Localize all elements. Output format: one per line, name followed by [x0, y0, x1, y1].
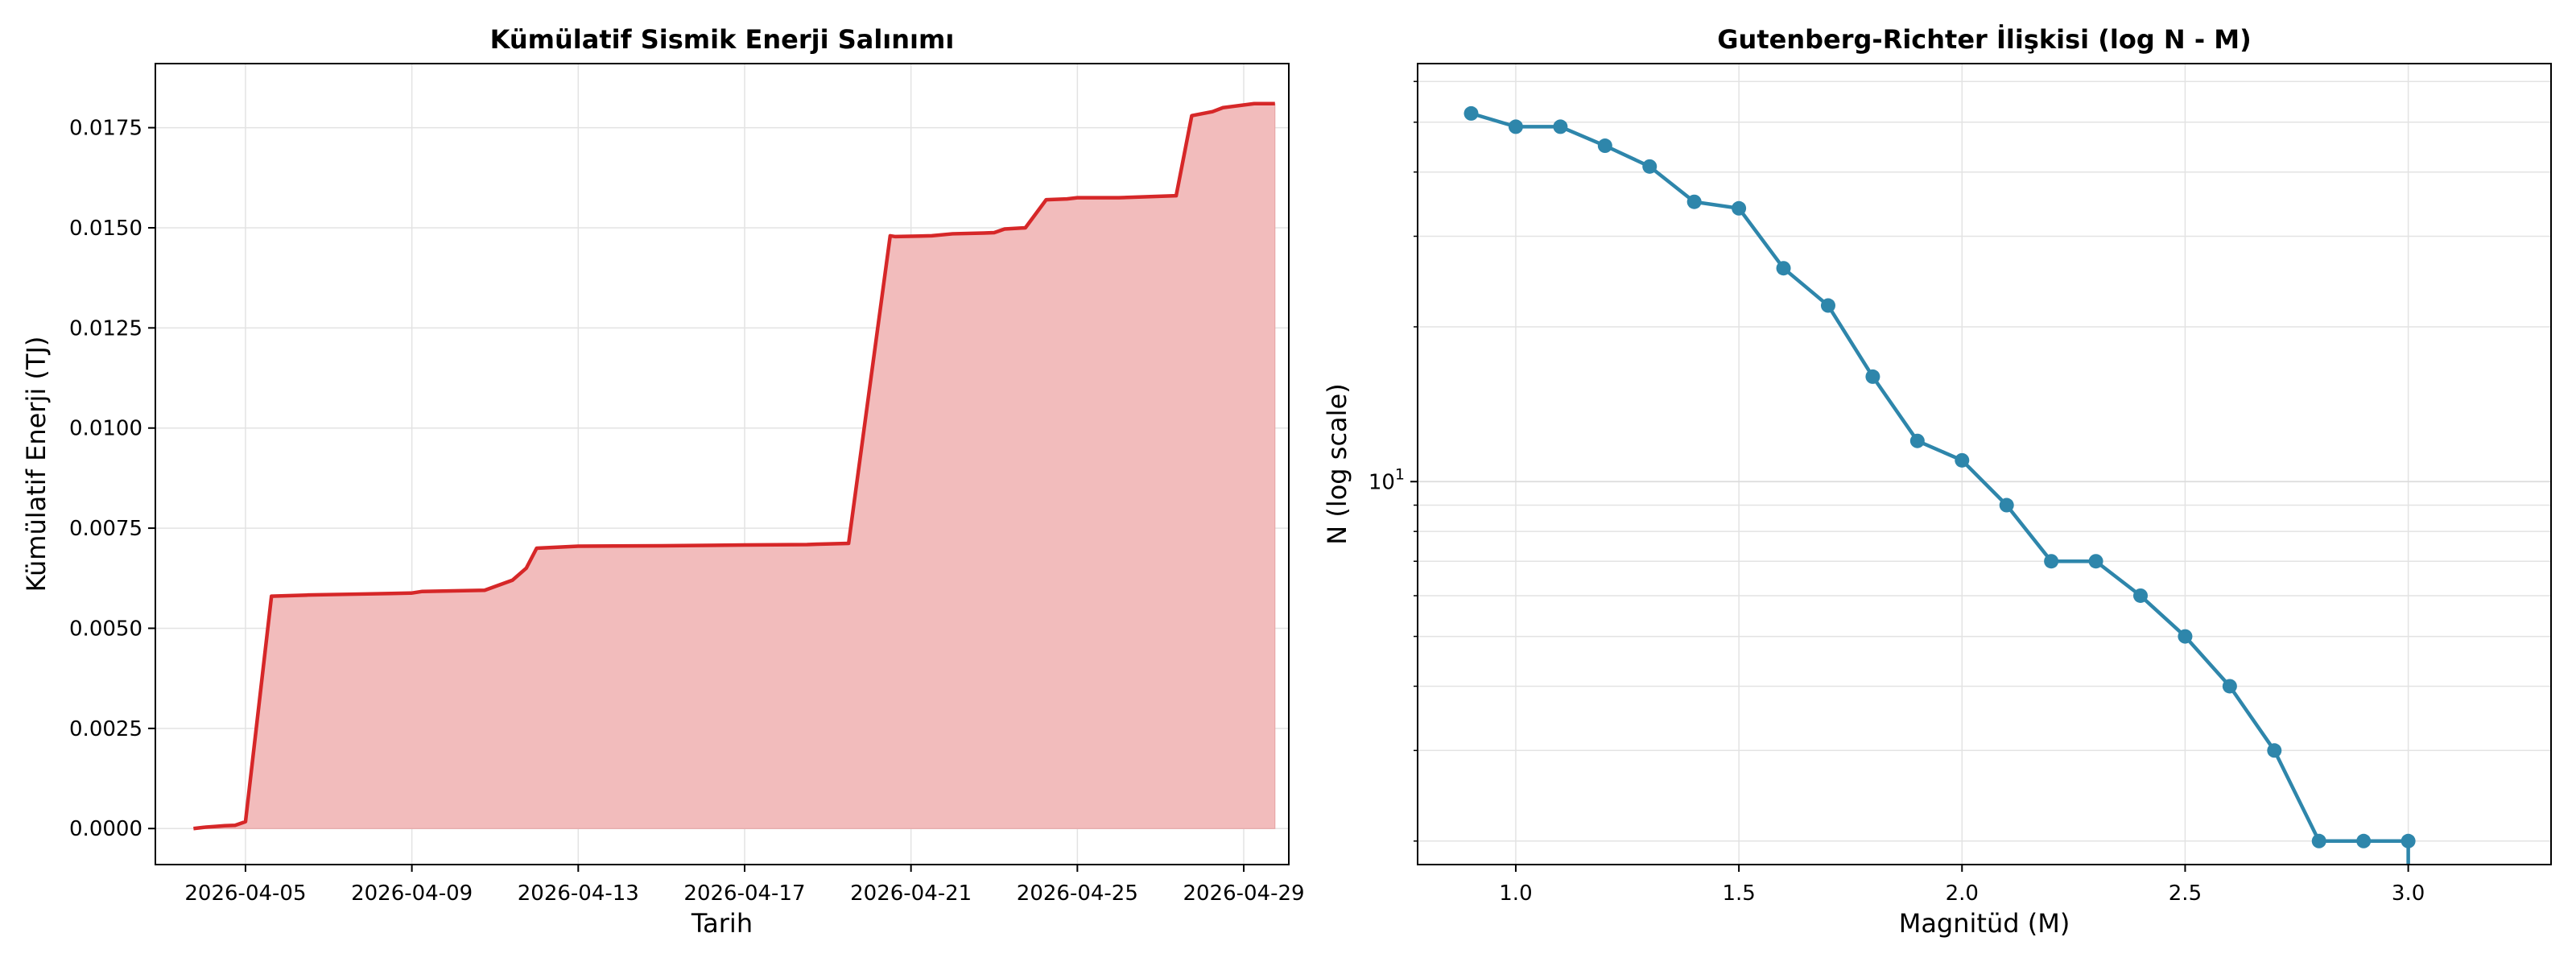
gr-data-point [2311, 833, 2326, 848]
gr-x-tick-label: 2.5 [2169, 881, 2202, 906]
energy-y-tick-label: 0.0150 [69, 217, 142, 241]
gr-line-layer [1463, 105, 2416, 865]
gr-data-point [1865, 369, 1880, 384]
gr-data-point [2133, 588, 2149, 603]
energy-y-tick-label: 0.0100 [69, 417, 142, 441]
energy-x-tick-label: 2026-04-25 [1017, 881, 1138, 906]
gr-x-tick-label: 2.0 [1946, 881, 1979, 906]
energy-x-tick-label: 2026-04-09 [351, 881, 473, 906]
gr-data-point [2088, 554, 2103, 569]
gr-y-tick-exponent: 1 [1395, 465, 1405, 483]
energy-chart-title: Kümülatif Sismik Enerji Salınımı [490, 24, 955, 55]
gr-y-tick-base: 10 [1368, 470, 1395, 494]
energy-x-tick-label: 2026-04-13 [518, 881, 639, 906]
gr-data-point [2044, 554, 2059, 569]
gr-data-point [2222, 679, 2237, 694]
gr-x-tick-label: 3.0 [2392, 881, 2425, 906]
energy-y-axis-label: Kümülatif Enerji (TJ) [21, 336, 52, 592]
energy-plot-frame [155, 63, 1290, 865]
energy-series-line [193, 101, 1275, 831]
energy-y-tick-label: 0.0025 [69, 717, 142, 741]
gr-data-point [1820, 298, 1835, 313]
gutenberg-richter-chart: 1.0 1.5 2.0 2.5 3.0 101 Gutenberg-Richter İl… [1322, 24, 2552, 939]
gr-y-tick-label: 101 [1368, 465, 1405, 494]
energy-y-tick-label: 0.0125 [69, 316, 142, 341]
energy-x-tick-label: 2026-04-21 [850, 881, 972, 906]
gr-data-point [1955, 452, 1970, 468]
gr-plot-frame [1417, 63, 2552, 865]
gr-data-point [1553, 119, 1568, 134]
energy-area-layer [193, 101, 1276, 831]
gr-data-point [1909, 433, 1925, 448]
energy-y-tick-label: 0.0000 [69, 817, 142, 841]
energy-y-ticks: 0.0000 0.0025 0.0050 0.0075 0.0100 0.0125 0.01… [69, 117, 155, 841]
gr-data-point [2356, 833, 2372, 848]
gr-data-point [1463, 105, 1479, 121]
energy-y-tick-label: 0.0175 [69, 117, 142, 141]
gr-y-axis-label: N (log scale) [1322, 383, 1352, 544]
energy-x-tick-label: 2026-04-29 [1183, 881, 1304, 906]
gr-chart-title: Gutenberg-Richter İlişkisi (log N - M) [1717, 24, 2251, 55]
energy-y-tick-label: 0.0050 [69, 617, 142, 641]
energy-y-tick-label: 0.0075 [69, 517, 142, 541]
gr-data-point [1776, 261, 1791, 276]
gr-series-line [1470, 111, 2409, 844]
gr-data-point [1642, 159, 1657, 174]
gr-data-point [1508, 119, 1523, 134]
gr-data-point [1597, 138, 1612, 154]
gr-data-point [2401, 833, 2416, 848]
gr-data-point [2267, 743, 2282, 758]
energy-x-tick-label: 2026-04-17 [683, 881, 805, 906]
gr-data-point [2178, 629, 2193, 644]
gr-data-point [1732, 200, 1747, 216]
gr-data-point [1999, 497, 2014, 513]
gr-x-ticks: 1.0 1.5 2.0 2.5 3.0 [1499, 865, 2425, 906]
energy-x-tick-label: 2026-04-05 [184, 881, 306, 906]
energy-chart: 2026-04-05 2026-04-09 2026-04-13 2026-04-17… [21, 24, 1305, 939]
gr-x-tick-label: 1.5 [1722, 881, 1755, 906]
energy-x-ticks: 2026-04-05 2026-04-09 2026-04-13 2026-04-17… [184, 865, 1305, 906]
gr-gridlines [1418, 64, 2551, 865]
energy-x-axis-label: Tarih [691, 908, 753, 939]
gr-data-point [1686, 194, 1702, 209]
gr-x-axis-label: Magnitüd (M) [1899, 908, 2070, 939]
gr-x-tick-label: 1.0 [1499, 881, 1532, 906]
